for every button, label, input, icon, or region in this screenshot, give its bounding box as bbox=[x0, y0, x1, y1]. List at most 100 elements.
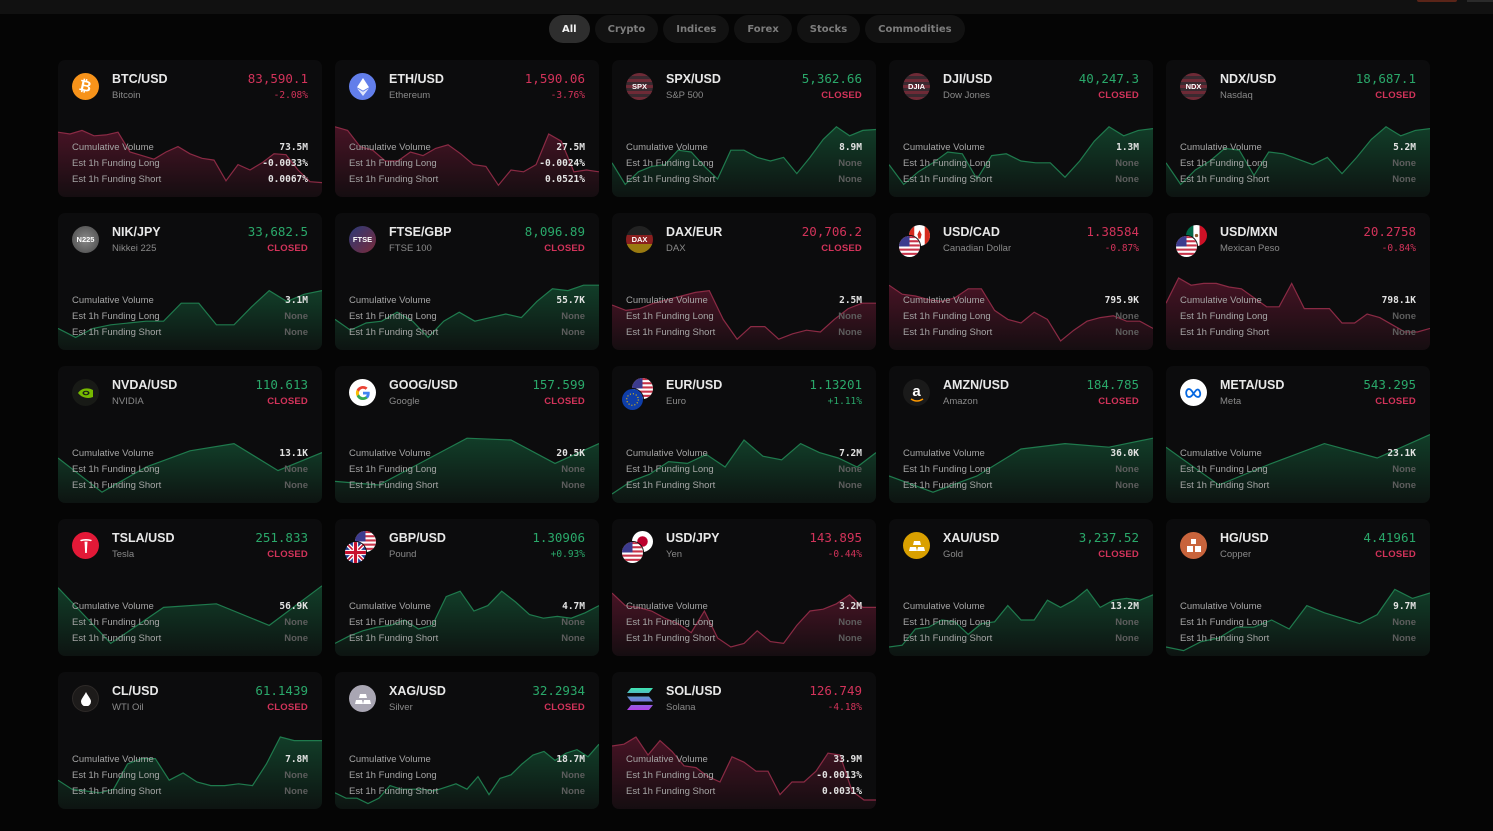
funding-short-label: Est 1h Funding Short bbox=[72, 479, 162, 491]
market-card-amzn-usd[interactable]: a AMZN/USD Amazon 184.785 CLOSED Cumulat… bbox=[889, 366, 1153, 503]
market-stats: Cumulative Volume 23.1K Est 1h Funding Lo… bbox=[1180, 446, 1416, 493]
market-card-goog-usd[interactable]: GOOG/USD Google 157.599 CLOSED Cumulativ… bbox=[335, 366, 599, 503]
funding-short-label: Est 1h Funding Short bbox=[1180, 326, 1270, 338]
market-card-nik-jpy[interactable]: N225 NIK/JPY Nikkei 225 33,682.5 CLOSED … bbox=[58, 213, 322, 350]
market-symbol: AMZN/USD bbox=[943, 378, 1009, 392]
market-name: Gold bbox=[943, 549, 964, 560]
market-symbol: ETH/USD bbox=[389, 72, 444, 86]
sparkline-chart bbox=[335, 126, 599, 197]
sparkline-chart bbox=[1166, 434, 1430, 503]
market-price: 61.1439 bbox=[255, 683, 308, 698]
market-price: 251.833 bbox=[255, 530, 308, 545]
market-symbol: SPX/USD bbox=[666, 72, 721, 86]
market-price: 40,247.3 bbox=[1078, 71, 1139, 86]
funding-short-label: Est 1h Funding Short bbox=[626, 785, 716, 797]
tab-commodities[interactable]: Commodities bbox=[865, 15, 965, 43]
funding-long-value: None bbox=[561, 770, 585, 782]
market-change: CLOSED bbox=[267, 549, 308, 560]
funding-long-label: Est 1h Funding Long bbox=[1180, 158, 1268, 170]
market-card-usd-mxn[interactable]: USD/MXN Mexican Peso 20.2758 -0.84% Cumu… bbox=[1166, 213, 1430, 350]
market-symbol: XAU/USD bbox=[943, 531, 1000, 545]
cumulative-volume-value: 33.9M bbox=[833, 754, 862, 766]
market-card-dax-eur[interactable]: DAX DAX/EUR DAX 20,706.2 CLOSED Cumulati… bbox=[612, 213, 876, 350]
market-change: -2.08% bbox=[273, 90, 308, 101]
sparkline-chart bbox=[889, 126, 1153, 197]
cumulative-volume-label: Cumulative Volume bbox=[1180, 295, 1262, 307]
funding-short-value: None bbox=[561, 632, 585, 644]
cumulative-volume-value: 1.3M bbox=[1116, 142, 1139, 154]
market-name: S&P 500 bbox=[666, 90, 704, 101]
market-name: Nikkei 225 bbox=[112, 243, 157, 254]
market-price: 157.599 bbox=[532, 377, 585, 392]
market-stats: Cumulative Volume 33.9M Est 1h Funding Lo… bbox=[626, 752, 862, 799]
funding-short-value: None bbox=[284, 785, 308, 797]
market-card-spx-usd[interactable]: SPX SPX/USD S&P 500 5,362.66 CLOSED Cumu… bbox=[612, 60, 876, 197]
market-price: 543.295 bbox=[1363, 377, 1416, 392]
sparkline-chart bbox=[612, 439, 876, 503]
market-stats: Cumulative Volume 27.5M Est 1h Funding Lo… bbox=[349, 140, 585, 187]
market-card-btc-usd[interactable]: ₿ BTC/USD Bitcoin 83,590.1 -2.08% Cumula… bbox=[58, 60, 322, 197]
market-name: DAX bbox=[666, 243, 686, 254]
market-card-hg-usd[interactable]: HG/USD Copper 4.41961 CLOSED Cumulative … bbox=[1166, 519, 1430, 656]
market-change: CLOSED bbox=[1375, 549, 1416, 560]
market-card-sol-usd[interactable]: SOL/USD Solana 126.749 -4.18% Cumulative… bbox=[612, 672, 876, 809]
market-stats: Cumulative Volume 795.9K Est 1h Funding L… bbox=[903, 293, 1139, 340]
tab-forex[interactable]: Forex bbox=[734, 15, 792, 43]
market-change: CLOSED bbox=[544, 396, 585, 407]
cumulative-volume-value: 73.5M bbox=[279, 142, 308, 154]
market-change: CLOSED bbox=[1098, 90, 1139, 101]
funding-long-label: Est 1h Funding Long bbox=[349, 770, 437, 782]
cumulative-volume-value: 13.1K bbox=[279, 448, 308, 460]
market-card-ndx-usd[interactable]: NDX NDX/USD Nasdaq 18,687.1 CLOSED Cumul… bbox=[1166, 60, 1430, 197]
funding-short-value: 0.0521% bbox=[544, 173, 585, 185]
market-card-gbp-usd[interactable]: GBP/USD Pound 1.30906 +0.93% Cumulative … bbox=[335, 519, 599, 656]
market-card-tsla-usd[interactable]: TSLA/USD Tesla 251.833 CLOSED Cumulative… bbox=[58, 519, 322, 656]
gold-bars-icon bbox=[903, 532, 930, 559]
market-name: Tesla bbox=[112, 549, 135, 560]
market-card-usd-jpy[interactable]: USD/JPY Yen 143.895 -0.44% Cumulative Vo… bbox=[612, 519, 876, 656]
market-card-eur-usd[interactable]: EUR/USD Euro 1.13201 +1.11% Cumulative V… bbox=[612, 366, 876, 503]
market-card-nvda-usd[interactable]: NVDA/USD NVIDIA 110.613 CLOSED Cumulativ… bbox=[58, 366, 322, 503]
market-price: 33,682.5 bbox=[247, 224, 308, 239]
market-card-eth-usd[interactable]: ETH/USD Ethereum 1,590.06 -3.76% Cumulat… bbox=[335, 60, 599, 197]
market-change: -0.87% bbox=[1104, 243, 1139, 254]
cumulative-volume-label: Cumulative Volume bbox=[626, 601, 708, 613]
tab-all[interactable]: All bbox=[549, 15, 590, 43]
market-symbol: NIK/JPY bbox=[112, 225, 161, 239]
top-bar bbox=[0, 0, 1493, 14]
funding-long-label: Est 1h Funding Long bbox=[72, 617, 160, 629]
cumulative-volume-value: 3.2M bbox=[839, 601, 862, 613]
funding-long-value: None bbox=[838, 617, 862, 629]
tab-crypto[interactable]: Crypto bbox=[594, 15, 659, 43]
market-card-meta-usd[interactable]: META/USD Meta 543.295 CLOSED Cumulative … bbox=[1166, 366, 1430, 503]
funding-short-value: 0.0031% bbox=[821, 785, 862, 797]
tab-stocks[interactable]: Stocks bbox=[796, 15, 861, 43]
sparkline-chart bbox=[889, 437, 1153, 503]
funding-long-label: Est 1h Funding Long bbox=[1180, 311, 1268, 323]
cumulative-volume-value: 8.9M bbox=[839, 142, 862, 154]
market-name: WTI Oil bbox=[112, 702, 144, 713]
tab-indices[interactable]: Indices bbox=[663, 15, 730, 43]
market-stats: Cumulative Volume 7.8M Est 1h Funding Lon… bbox=[72, 752, 308, 799]
funding-long-label: Est 1h Funding Long bbox=[903, 617, 991, 629]
sparkline-chart bbox=[612, 592, 876, 656]
market-card-ftse-gbp[interactable]: FTSE FTSE/GBP FTSE 100 8,096.89 CLOSED C… bbox=[335, 213, 599, 350]
sparkline-chart bbox=[58, 289, 322, 350]
funding-long-label: Est 1h Funding Long bbox=[626, 158, 714, 170]
market-stats: Cumulative Volume 5.2M Est 1h Funding Lon… bbox=[1180, 140, 1416, 187]
market-price: 8,096.89 bbox=[524, 224, 585, 239]
funding-long-value: None bbox=[1115, 311, 1139, 323]
funding-long-value: None bbox=[561, 617, 585, 629]
market-name: Pound bbox=[389, 549, 417, 560]
market-symbol: NDX/USD bbox=[1220, 72, 1277, 86]
market-price: 32.2934 bbox=[532, 683, 585, 698]
market-card-dji-usd[interactable]: DJIA DJI/USD Dow Jones 40,247.3 CLOSED C… bbox=[889, 60, 1153, 197]
market-card-xau-usd[interactable]: XAU/USD Gold 3,237.52 CLOSED Cumulative … bbox=[889, 519, 1153, 656]
market-card-usd-cad[interactable]: USD/CAD Canadian Dollar 1.38584 -0.87% C… bbox=[889, 213, 1153, 350]
market-symbol: SOL/USD bbox=[666, 684, 722, 698]
market-card-cl-usd[interactable]: CL/USD WTI Oil 61.1439 CLOSED Cumulative… bbox=[58, 672, 322, 809]
market-card-xag-usd[interactable]: XAG/USD Silver 32.2934 CLOSED Cumulative… bbox=[335, 672, 599, 809]
funding-short-value: None bbox=[561, 785, 585, 797]
oil-drop-icon bbox=[72, 685, 99, 712]
market-price: 1,590.06 bbox=[524, 71, 585, 86]
